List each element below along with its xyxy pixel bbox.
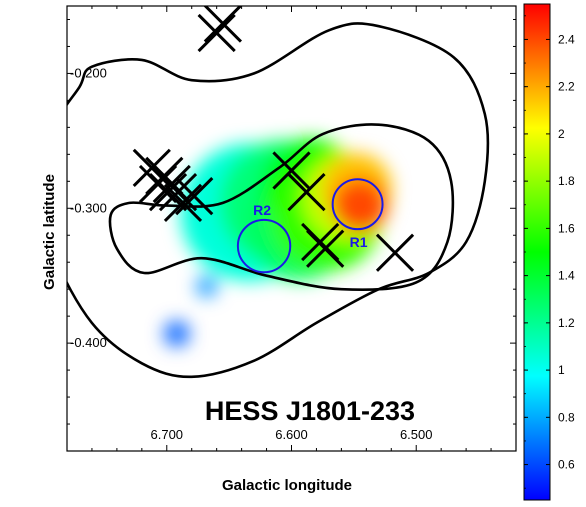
chart-title: HESS J1801-233 [205,396,415,426]
colorbar-tick-label: 0.6 [558,458,575,472]
colorbar-ticks: 0.6 0.8 1 1.2 1.4 1.6 1.8 2 2.2 2.4 [524,15,575,489]
y-tick-label: -0.300 [70,200,107,215]
cross-marker [197,13,236,53]
x-tick-label: 6.500 [400,427,433,442]
colorbar-tick-label: 2 [558,127,565,141]
heatmap-blob [332,178,388,234]
contour-inner [108,123,455,291]
contour-outer [67,22,490,379]
colorbar-tick-label: 2.4 [558,32,575,46]
colorbar-tick-label: 1.6 [558,221,575,235]
colorbar-tick-label: 1.8 [558,174,575,188]
colorbar-tick-label: 1.2 [558,316,575,330]
y-tick-label: -0.200 [70,65,107,80]
cross-marker [175,177,214,216]
heatmap-blob [164,321,190,347]
x-tick-label: 6.600 [275,427,308,442]
region-circle-r2 [236,218,292,274]
colorbar-tick-label: 1 [558,363,565,377]
x-tick-label: 6.700 [151,427,184,442]
axis-ticks: 6.700 6.600 6.500 -0.200 -0.300 -0.400 [66,6,517,452]
colorbar: 0.6 0.8 1 1.2 1.4 1.6 1.8 2 2.2 2.4 [523,3,575,501]
cross-marker [306,229,345,268]
region-label-r2: R2 [253,202,271,218]
colorbar-tick-label: 1.4 [558,269,575,283]
cross-marker [272,151,311,190]
contour-lines [67,22,490,379]
region-circles: R1 R2 [236,178,384,274]
region-circle-r1 [331,178,384,231]
region-label-r1: R1 [350,234,368,250]
cross-marker [287,172,326,212]
source-crosses [132,6,415,272]
cross-marker [158,172,198,212]
y-tick-label: -0.400 [70,335,107,350]
x-axis-title: Galactic longitude [222,477,352,494]
y-axis-title: Galactic latitude [41,174,58,290]
cross-marker [163,183,203,223]
colorbar-tick-label: 2.2 [558,80,575,94]
plot-area: R1 R2 [67,6,490,379]
heatmap-blob [196,276,217,297]
colorbar-tick-label: 0.8 [558,410,575,424]
cross-marker [375,233,415,272]
colorbar-fill [524,4,550,500]
cross-marker [203,6,243,43]
